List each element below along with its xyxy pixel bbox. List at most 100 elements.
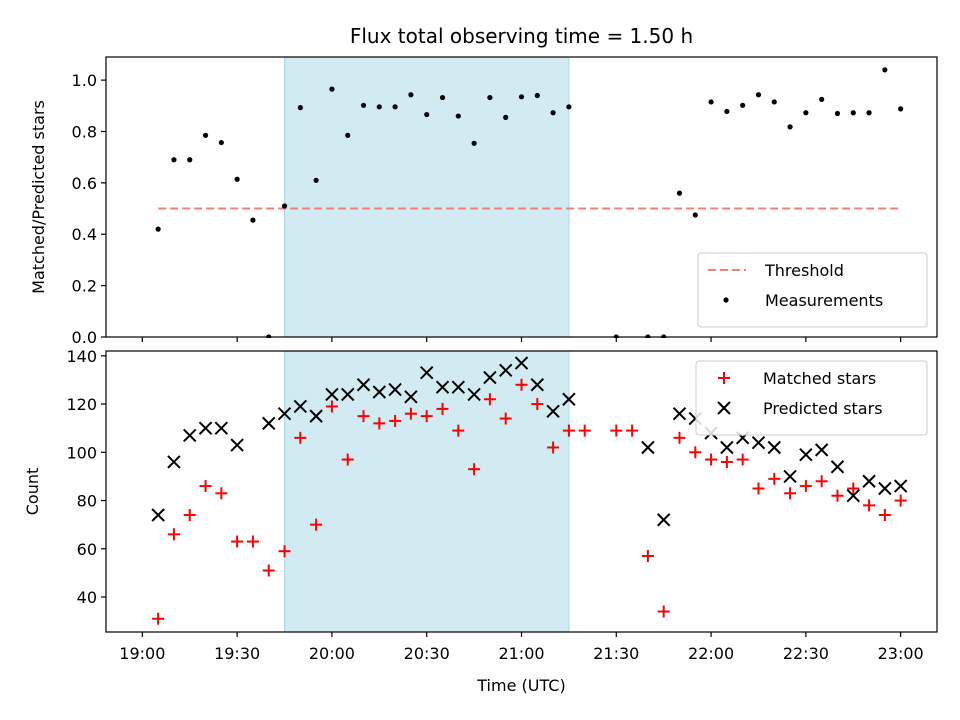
predicted-stars-point <box>420 366 434 380</box>
matched-stars-point <box>325 400 338 413</box>
predicted-stars-point-b <box>893 479 908 493</box>
count-y-tick-label: 100 <box>66 443 97 462</box>
predicted-stars-point-b <box>372 385 387 399</box>
ratio-y-tick-label: 0.4 <box>72 225 97 244</box>
predicted-stars-point-b <box>214 421 229 435</box>
count-y-tick-label: 120 <box>66 395 97 414</box>
matched-stars-point <box>878 509 891 522</box>
x-tick-label: 21:30 <box>593 644 639 663</box>
matched-stars-point <box>468 463 481 476</box>
ratio-points <box>155 67 904 338</box>
measurements-point <box>471 140 477 146</box>
matched-stars-point <box>799 480 812 493</box>
matched-stars-point <box>847 482 860 495</box>
predicted-stars-point-b <box>814 443 829 457</box>
measurements-point <box>550 110 556 116</box>
count-points <box>151 356 908 625</box>
predicted-stars-point <box>435 380 450 394</box>
matched-stars-point <box>231 535 244 548</box>
measurements-point <box>834 110 841 117</box>
predicted-stars-point-b <box>514 356 529 370</box>
measurements-point <box>202 132 209 138</box>
matched-stars-point <box>610 424 623 437</box>
matched-stars-point <box>483 393 496 406</box>
matched-stars-point <box>310 518 323 531</box>
measurements-point <box>250 217 256 223</box>
matched-stars-point <box>246 535 259 548</box>
matched-stars-point <box>626 424 639 437</box>
measurements-point <box>566 104 572 110</box>
predicted-stars-point <box>262 416 276 431</box>
predicted-stars-point-b <box>767 440 781 455</box>
predicted-stars-point-b <box>388 382 402 397</box>
predicted-stars-point <box>751 435 766 450</box>
matched-stars-point <box>499 412 512 425</box>
measurements-point <box>866 110 872 116</box>
predicted-stars-point <box>325 387 339 402</box>
chart-title: Flux total observing time = 1.50 h <box>350 24 693 48</box>
matched-stars-point <box>831 489 844 502</box>
matched-stars-point <box>705 453 718 466</box>
measurements-point <box>708 99 714 105</box>
count-panel: 40 60 80 100 120 140 19:00 19:30 20:00 20:30 21:00… <box>23 347 938 663</box>
measurements-point <box>740 102 746 108</box>
matched-stars-point <box>894 494 907 507</box>
x-tick-label: 22:30 <box>783 644 829 663</box>
predicted-stars-point <box>230 438 244 452</box>
measurements-point <box>187 157 193 163</box>
count-shaded-interval <box>284 350 570 633</box>
matched-stars-point <box>199 480 212 493</box>
predicted-stars-point-b <box>498 363 513 378</box>
matched-stars-point <box>768 472 781 485</box>
measurements-point <box>360 102 367 108</box>
predicted-stars-point-b <box>483 370 497 385</box>
ratio-shaded-interval <box>284 56 570 338</box>
predicted-stars-point <box>183 428 197 443</box>
measurements-point <box>218 139 224 146</box>
matched-stars-point <box>389 414 402 427</box>
predicted-stars-point <box>799 448 813 462</box>
matched-stars-point <box>689 446 702 459</box>
predicted-stars-point <box>467 387 481 402</box>
measurements-point <box>819 96 825 102</box>
predicted-stars-point <box>546 404 560 419</box>
predicted-stars-point-b <box>151 508 165 522</box>
matched-stars-point <box>373 417 386 430</box>
x-tick-label: 20:30 <box>404 644 450 663</box>
predicted-stars-point-b <box>562 392 576 406</box>
matched-stars-point <box>863 499 876 512</box>
predicted-stars-point-b <box>167 455 181 469</box>
predicted-stars-point-b <box>530 378 545 392</box>
measurements-point <box>313 177 319 183</box>
predicted-stars-point <box>372 385 387 399</box>
matched-stars-point <box>736 453 749 466</box>
predicted-stars-point <box>830 460 845 474</box>
predicted-stars-point <box>893 479 908 493</box>
count-y-tick-label: 140 <box>66 347 97 366</box>
x-tick-label: 19:00 <box>119 644 165 663</box>
predicted-stars-point <box>451 380 466 394</box>
predicted-stars-point <box>404 390 418 404</box>
predicted-stars-point-b <box>293 399 308 414</box>
predicted-stars-point-b <box>451 380 466 394</box>
measurements-point <box>297 105 303 111</box>
ratio-y-tick-label: 1.0 <box>72 71 97 90</box>
ratio-legend: Threshold Measurements <box>697 252 928 328</box>
predicted-stars-point <box>846 489 860 503</box>
predicted-stars-point-b <box>846 489 860 503</box>
predicted-stars-point <box>641 440 655 455</box>
predicted-stars-point-b <box>656 513 671 527</box>
measurements-point <box>455 113 461 119</box>
ratio-y-tick-label: 0.8 <box>72 122 97 141</box>
predicted-stars-legend-label: Predicted stars <box>763 399 883 418</box>
matched-stars-legend-handle <box>718 372 730 384</box>
count-y-tick-label: 40 <box>77 588 97 607</box>
predicted-stars-point-b <box>277 407 292 421</box>
count-y-axis-title: Count <box>23 468 42 516</box>
predicted-stars-point <box>293 399 308 414</box>
predicted-stars-point <box>151 508 165 522</box>
matched-stars-point <box>673 431 686 444</box>
predicted-stars-point-b <box>878 481 892 496</box>
measurements-point <box>771 99 777 105</box>
predicted-stars-point-b <box>420 366 434 380</box>
